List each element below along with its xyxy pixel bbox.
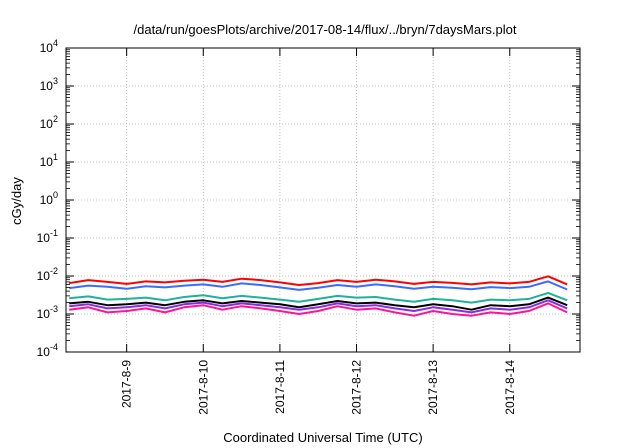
y-tick-label: 10-2: [37, 266, 58, 283]
series-lines: [69, 275, 568, 317]
y-tick-label: 10-1: [37, 228, 58, 245]
y-axis: 10-4 10-3 10-2 10-1 100 101 102 103 104: [37, 38, 580, 359]
y-tick-label: 102: [40, 114, 58, 131]
x-tick-label: 2017-8-11: [273, 360, 287, 414]
series-line-1: [69, 275, 568, 286]
series-line-5: [69, 299, 568, 314]
x-tick-label: 2017-8-10: [196, 360, 210, 415]
y-tick-label: 101: [40, 152, 58, 169]
chart-title: /data/run/goesPlots/archive/2017-08-14/f…: [134, 22, 517, 37]
y-tick-label: 10-3: [37, 304, 58, 321]
series-line-6: [69, 302, 568, 317]
y-tick-label: 103: [40, 76, 58, 93]
y-tick-label: 100: [40, 190, 58, 207]
x-tick-label: 2017-8-9: [120, 360, 134, 408]
x-tick-label: 2017-8-12: [350, 360, 364, 415]
y-tick-label: 104: [40, 38, 58, 55]
series-line-4: [69, 296, 568, 311]
x-tick-label: 2017-8-13: [426, 360, 440, 415]
y-axis-label: cGy/day: [9, 177, 24, 225]
y-tick-label: 10-4: [37, 342, 58, 359]
series-line-2: [69, 280, 568, 291]
series-line-3: [69, 291, 568, 304]
x-axis-label: Coordinated Universal Time (UTC): [223, 430, 422, 445]
x-tick-label: 2017-8-14: [503, 360, 517, 415]
x-axis: 2017-8-9 2017-8-10 2017-8-11 2017-8-12 2017-…: [120, 48, 517, 415]
